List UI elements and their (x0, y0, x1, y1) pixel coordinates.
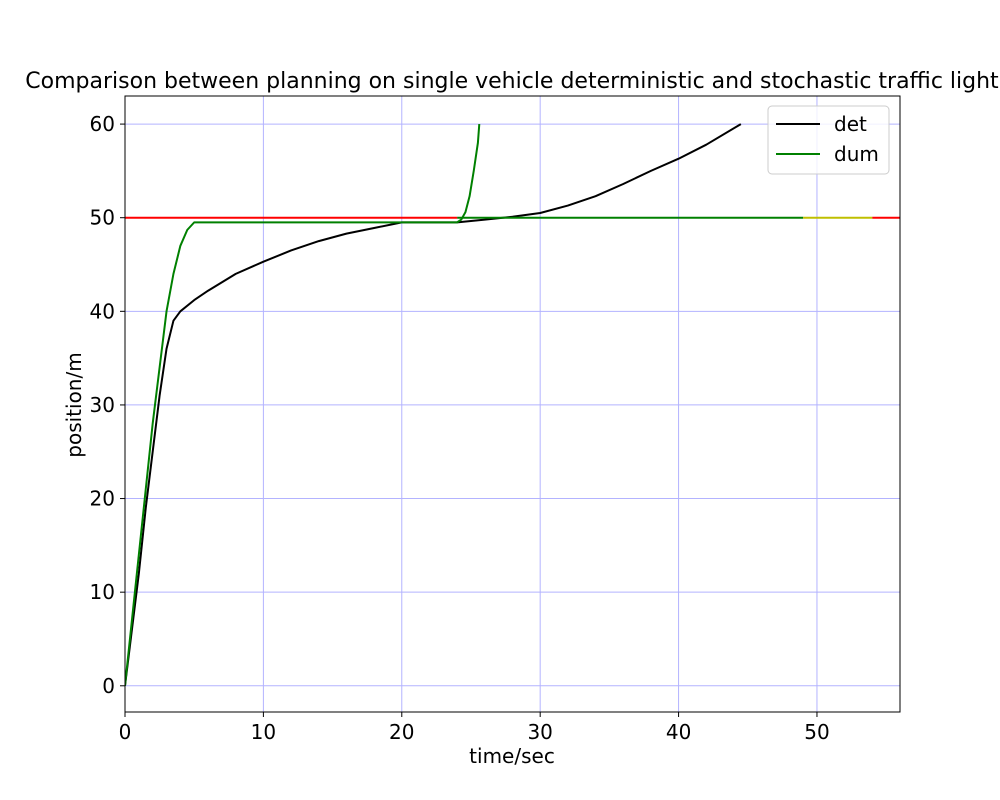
x-tick-label: 50 (804, 720, 829, 744)
y-tick-label: 40 (90, 299, 115, 323)
x-tick-label: 40 (666, 720, 691, 744)
x-tick-label: 30 (527, 720, 552, 744)
plot-frame (124, 95, 901, 713)
y-tick-label: 20 (90, 487, 115, 511)
x-axis-label: time/sec (469, 744, 555, 768)
series-layer (125, 123, 900, 686)
grid (124, 96, 900, 712)
ticks: 0 10 20 30 40 50 0 10 20 30 40 50 60 (90, 112, 830, 744)
y-tick-label: 50 (90, 206, 115, 230)
legend: det dum (767, 105, 890, 175)
x-tick-label: 10 (251, 720, 276, 744)
y-axis-label: position/m (62, 352, 86, 457)
chart-title: Comparison between planning on single ve… (25, 69, 999, 94)
legend-label-dum: dum (834, 142, 879, 166)
plot-area (125, 96, 900, 712)
x-tick-label: 20 (389, 720, 414, 744)
y-tick-label: 10 (90, 580, 115, 604)
y-tick-label: 30 (90, 393, 115, 417)
series-line-dum (125, 124, 481, 686)
y-tick-label: 60 (90, 112, 115, 136)
x-tick-label: 0 (119, 720, 132, 744)
y-tick-label: 0 (102, 674, 115, 698)
series-line-det (125, 123, 742, 686)
legend-label-det: det (834, 112, 867, 136)
